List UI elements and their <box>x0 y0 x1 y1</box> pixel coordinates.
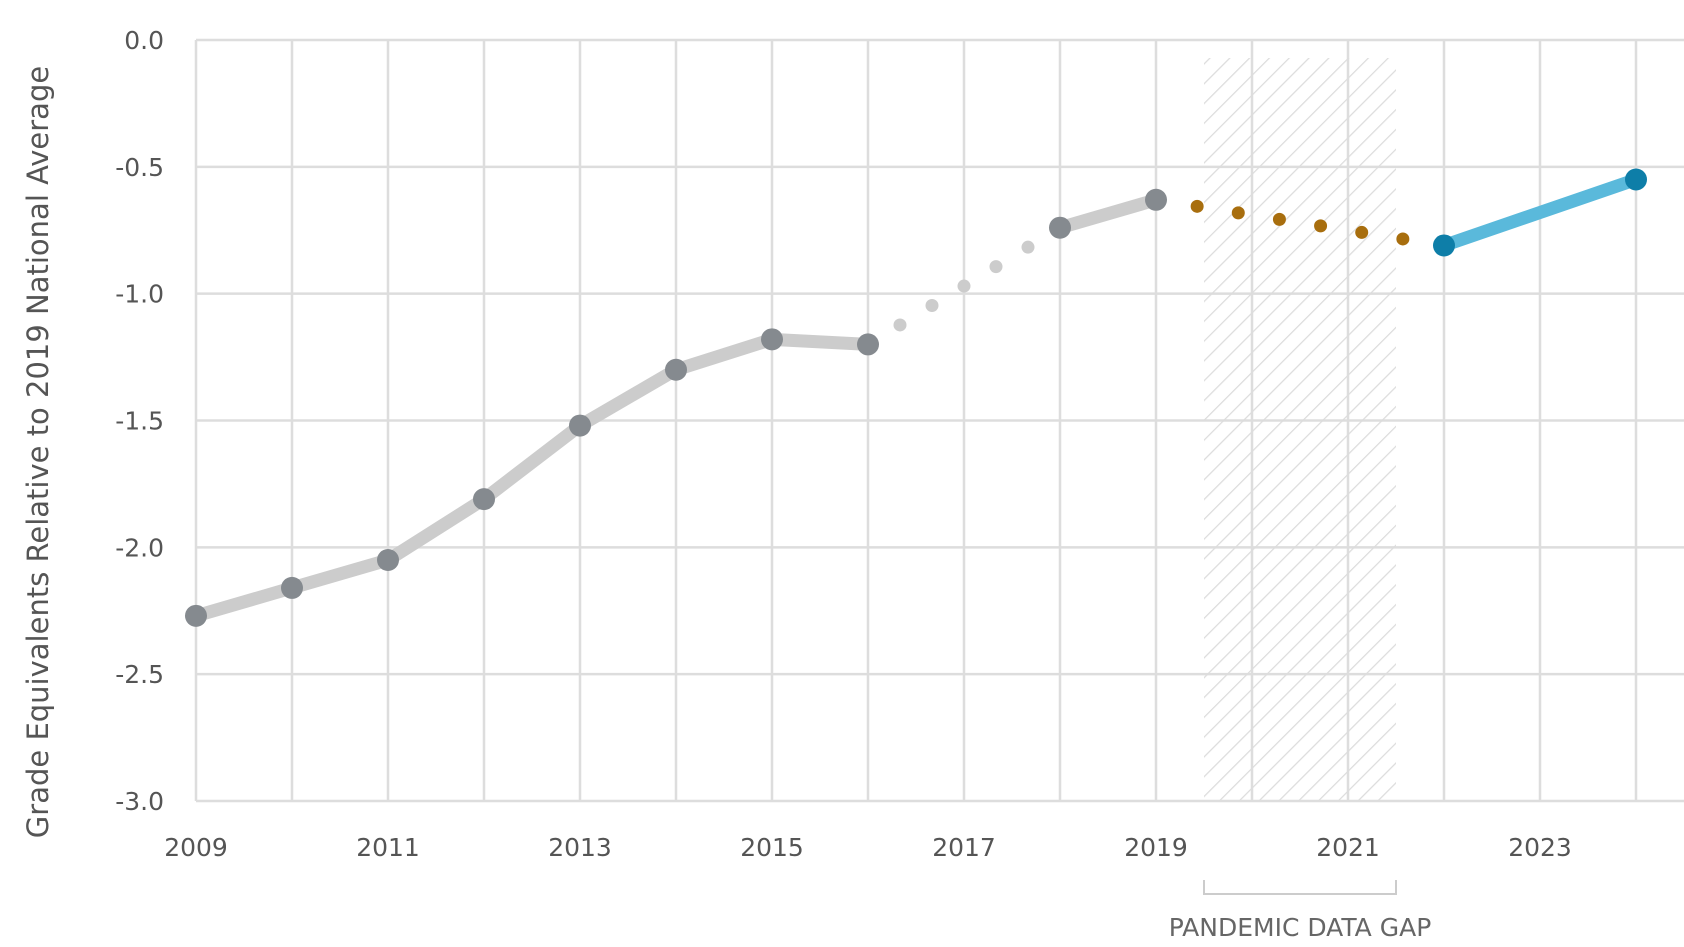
x-tick-label: 2019 <box>1124 833 1188 862</box>
y-tick-label: -1.5 <box>115 407 164 436</box>
y-tick-label: 0.0 <box>124 26 164 55</box>
x-tick-label: 2011 <box>356 833 420 862</box>
data-point <box>665 358 687 381</box>
dotted-segment-dot <box>1396 232 1410 246</box>
data-point <box>473 488 495 511</box>
dotted-segment-dot <box>989 260 1003 274</box>
data-point <box>1433 234 1455 257</box>
y-tick-label: -1.0 <box>115 280 164 309</box>
y-tick-label: -0.5 <box>115 153 164 182</box>
series-line <box>1437 173 1643 252</box>
gap-bracket <box>1203 880 1397 895</box>
y-axis-title: Grade Equivalents Relative to 2019 Natio… <box>21 66 55 838</box>
data-point <box>1625 168 1647 191</box>
pandemic-data-gap-label: PANDEMIC DATA GAP <box>1169 913 1432 942</box>
dotted-segment-dot <box>1190 199 1204 213</box>
annotations: PANDEMIC DATA GAP <box>1169 880 1432 942</box>
data-point <box>1145 188 1167 211</box>
x-tick-label: 2013 <box>548 833 612 862</box>
dotted-segment-dot <box>957 279 971 293</box>
x-tick-label: 2009 <box>164 833 228 862</box>
data-point <box>281 576 303 599</box>
y-tick-label: -3.0 <box>115 787 164 816</box>
dotted-segment-dot <box>1355 225 1369 239</box>
data-point <box>377 549 399 572</box>
x-tick-label: 2023 <box>1508 833 1572 862</box>
y-tick-label: -2.0 <box>115 533 164 562</box>
x-tick-label: 2015 <box>740 833 804 862</box>
data-point <box>185 604 207 627</box>
dotted-segment-dot <box>1021 240 1035 254</box>
dotted-segment-dot <box>893 318 907 332</box>
data-point <box>569 414 591 437</box>
dotted-segment-dot <box>925 299 939 313</box>
series <box>185 168 1647 627</box>
data-point <box>857 333 879 356</box>
x-tick-label: 2017 <box>932 833 996 862</box>
hatched-region <box>1204 58 1396 801</box>
dotted-segment-dot <box>1272 212 1286 226</box>
dotted-segment-dot <box>1314 219 1328 233</box>
data-point <box>1049 216 1071 239</box>
y-tick-label: -2.5 <box>115 660 164 689</box>
data-point <box>761 328 783 351</box>
series-line <box>189 332 875 623</box>
dotted-segment-dot <box>1231 206 1245 220</box>
series-line <box>1053 193 1163 235</box>
pandemic-gap-shading <box>1204 58 1396 801</box>
grid <box>194 38 1684 803</box>
x-tick-label: 2021 <box>1316 833 1380 862</box>
